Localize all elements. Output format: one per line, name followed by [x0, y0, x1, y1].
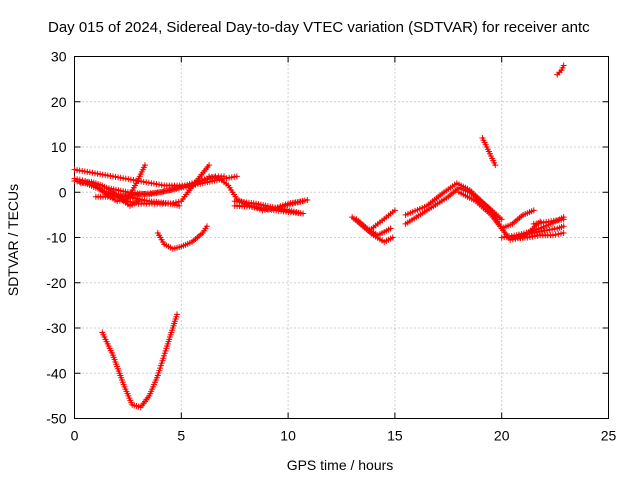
data-point — [300, 210, 307, 217]
x-tick-label: 5 — [177, 428, 185, 444]
data-point — [206, 162, 213, 169]
data-point — [304, 196, 311, 203]
series-line — [101, 313, 178, 409]
x-tick-label: 25 — [601, 428, 617, 444]
series-markers — [231, 202, 307, 217]
y-tick-label: -50 — [46, 411, 66, 427]
data-point — [208, 173, 215, 180]
series-markers — [455, 189, 537, 232]
data-point — [389, 234, 396, 241]
series-arc-13 — [154, 223, 210, 252]
series-arc-11 — [231, 202, 307, 217]
data-point — [552, 231, 559, 238]
data-point — [557, 230, 564, 237]
data-point — [560, 216, 567, 223]
data-point — [391, 207, 398, 214]
y-tick-label: 30 — [51, 49, 67, 65]
series-markers — [530, 216, 567, 227]
series-arc-23 — [515, 223, 567, 239]
data-point — [233, 173, 240, 180]
y-tick-label: -10 — [46, 230, 66, 246]
series-markers — [509, 229, 567, 241]
data-point — [206, 173, 213, 180]
series-arc-17 — [366, 207, 398, 234]
data-point — [74, 178, 81, 185]
data-point — [560, 62, 567, 69]
series-arc-20 — [455, 189, 537, 232]
data-point — [530, 207, 537, 214]
series-arc-22 — [509, 229, 567, 241]
data-point — [124, 198, 131, 205]
series-arc-25 — [479, 134, 499, 169]
series-markers — [124, 198, 183, 209]
data-point — [71, 177, 78, 184]
data-point — [141, 162, 148, 169]
y-tick-label: 10 — [51, 139, 67, 155]
data-point — [130, 199, 137, 206]
data-point — [127, 198, 134, 205]
data-point — [176, 202, 183, 209]
data-point — [203, 223, 210, 230]
y-axis-label: SDTVAR / TECUs — [5, 184, 21, 296]
series-markers — [366, 207, 398, 234]
series-arc-14 — [99, 311, 181, 411]
axis-ticks: 0 5 10 15 20 25 -50 -40 -30 -20 -10 0 10 20 30 — [46, 49, 616, 444]
y-tick-label: 0 — [59, 184, 67, 200]
series-markers — [479, 134, 499, 169]
data-point — [211, 174, 218, 181]
data-point — [132, 199, 139, 206]
series-markers — [274, 196, 311, 212]
data-point — [214, 175, 221, 182]
x-tick-label: 0 — [71, 428, 79, 444]
series-markers — [554, 62, 567, 78]
series-markers — [515, 223, 567, 239]
data-point — [387, 225, 394, 232]
data-series — [71, 62, 567, 411]
y-tick-label: 20 — [51, 94, 67, 110]
y-tick-label: -40 — [46, 365, 66, 381]
data-point — [498, 216, 505, 223]
data-point — [79, 179, 86, 186]
series-markers — [99, 311, 181, 411]
series-markers — [154, 223, 210, 252]
data-point — [560, 223, 567, 230]
x-axis-label: GPS time / hours — [287, 457, 394, 473]
y-tick-label: -30 — [46, 320, 66, 336]
series-arc-16 — [353, 216, 394, 239]
chart-title: Day 015 of 2024, Sidereal Day-to-day VTE… — [48, 19, 590, 36]
series-markers — [353, 216, 394, 239]
series-arc-26 — [554, 62, 567, 78]
data-point — [555, 231, 562, 238]
data-point — [175, 198, 182, 205]
x-tick-label: 10 — [280, 428, 296, 444]
data-point — [492, 162, 499, 169]
data-point — [76, 179, 83, 186]
series-arc-12 — [274, 196, 311, 212]
data-point — [174, 311, 181, 318]
data-point — [560, 229, 567, 236]
x-tick-label: 15 — [387, 428, 403, 444]
x-tick-label: 20 — [494, 428, 510, 444]
series-arc-24 — [530, 216, 567, 227]
y-tick-label: -20 — [46, 275, 66, 291]
data-point — [549, 232, 556, 239]
series-arc-8 — [124, 198, 183, 209]
